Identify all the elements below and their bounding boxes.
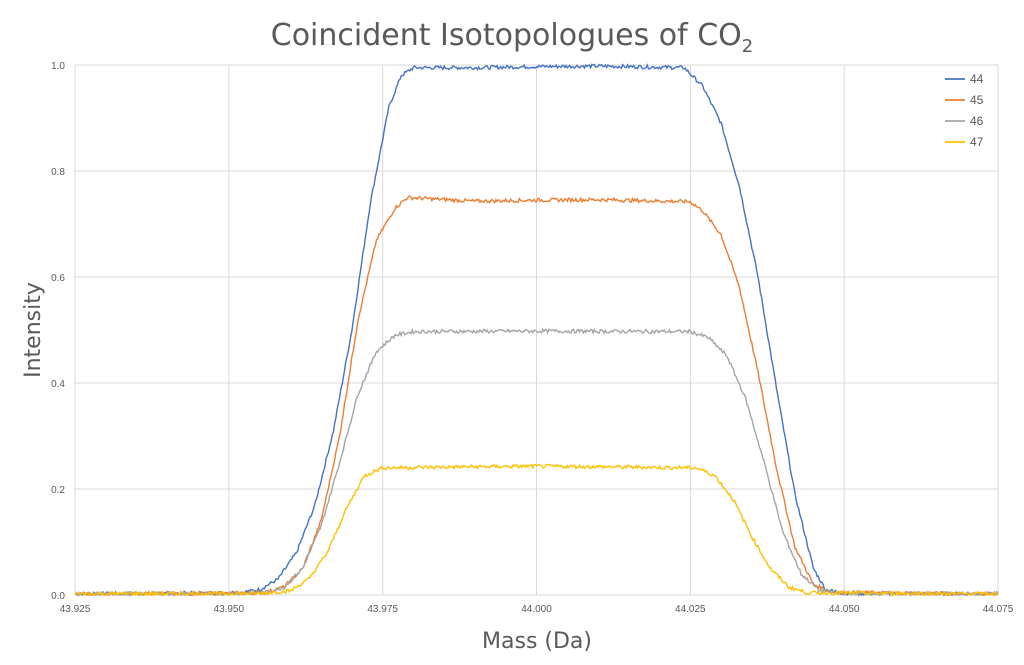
x-tick-label: 43.925: [60, 604, 91, 615]
chart-title: Coincident Isotopologues of CO2: [271, 18, 753, 57]
x-tick-labels: 43.925 43.950 43.975 44.000 44.025 44.050 44.0…: [60, 604, 1014, 615]
x-tick-label: 44.050: [829, 604, 860, 615]
x-tick-label: 44.000: [521, 604, 552, 615]
x-tick-label: 44.075: [983, 604, 1014, 615]
series-line-46: [74, 327, 999, 597]
y-tick-labels: 0.0 0.2 0.4 0.6 0.8 1.0: [51, 61, 65, 602]
y-tick-label: 0.0: [51, 591, 65, 602]
chart-title-subscript: 2: [742, 36, 753, 57]
legend-label-45: 45: [970, 93, 984, 107]
y-tick-label: 0.6: [51, 273, 65, 284]
series-line-47: [74, 463, 999, 597]
y-tick-label: 0.2: [51, 485, 65, 496]
legend: 44 45 46 47: [945, 72, 984, 149]
y-tick-label: 1.0: [51, 61, 65, 72]
legend-label-44: 44: [970, 72, 984, 86]
y-tick-label: 0.4: [51, 379, 65, 390]
x-tick-label: 44.025: [675, 604, 706, 615]
grid: [74, 64, 999, 596]
x-tick-label: 43.950: [214, 604, 245, 615]
series-lines: [74, 63, 999, 597]
y-tick-label: 0.8: [51, 167, 65, 178]
y-axis-label: Intensity: [21, 282, 46, 378]
legend-label-47: 47: [970, 135, 984, 149]
legend-label-46: 46: [970, 114, 984, 128]
chart-title-main: Coincident Isotopologues of CO: [271, 18, 742, 53]
x-axis-label: Mass (Da): [482, 629, 592, 654]
x-tick-label: 43.975: [367, 604, 398, 615]
